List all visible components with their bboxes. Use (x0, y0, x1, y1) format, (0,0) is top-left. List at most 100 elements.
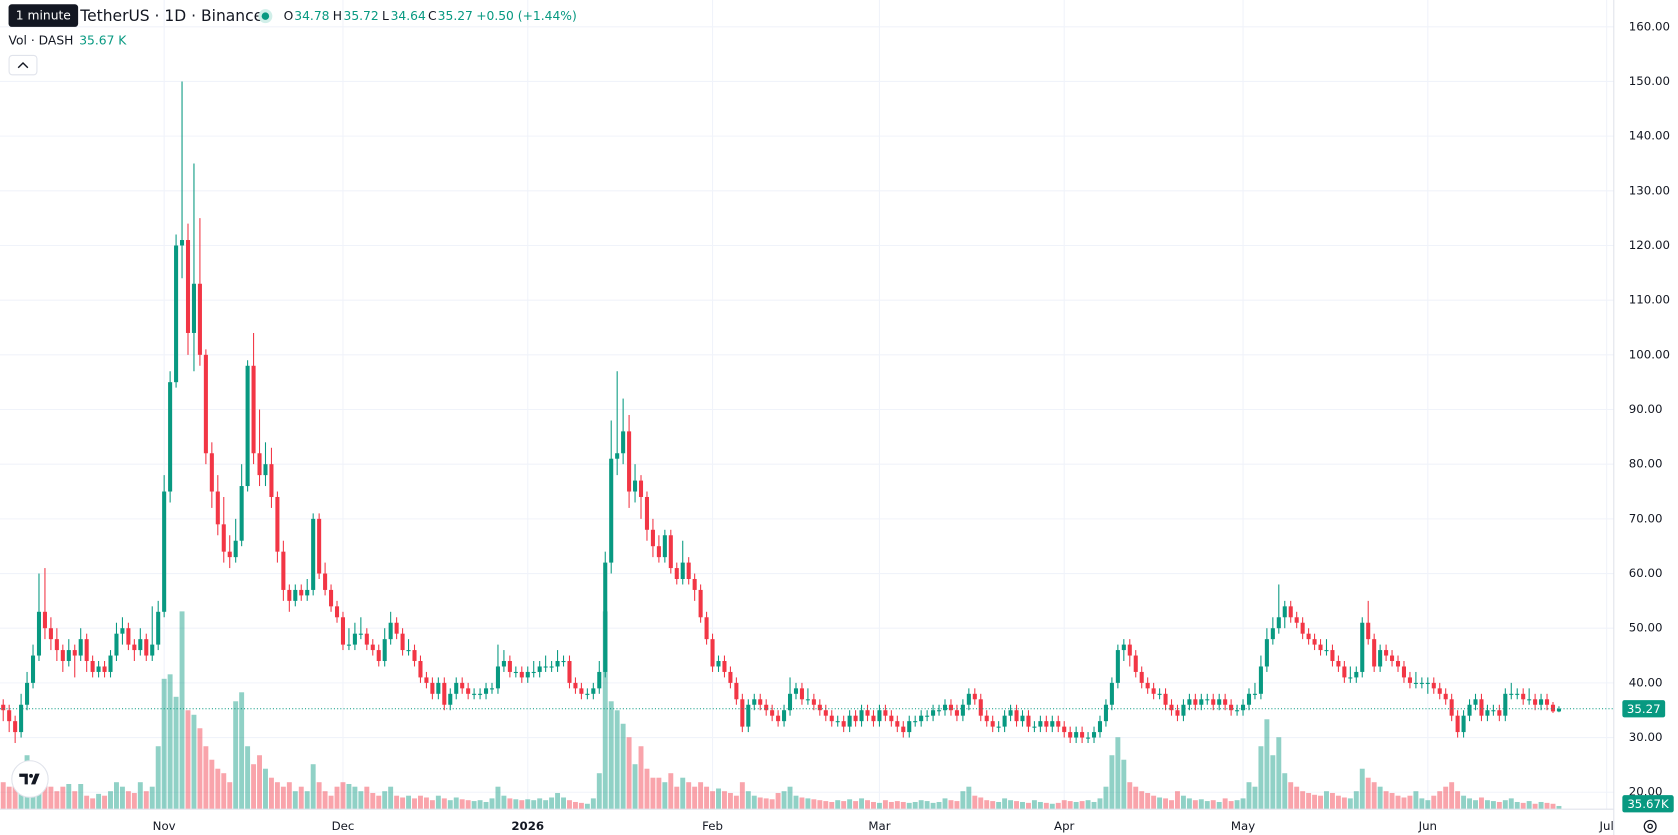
volume-bar (465, 800, 471, 810)
volume-bar (125, 791, 131, 810)
candle-body (78, 639, 83, 656)
candle-body (972, 693, 977, 700)
volume-bar (286, 782, 292, 810)
volume-bar (108, 791, 113, 810)
candle-body (1091, 732, 1097, 738)
candle-body (1294, 617, 1299, 623)
candle-body (1544, 699, 1550, 705)
volume-bar (328, 795, 334, 810)
candle-body (978, 699, 983, 716)
volume-bar (704, 786, 710, 810)
y-tick-label: 60.00 (1629, 566, 1663, 580)
candle-body (1139, 671, 1144, 683)
candle-body (412, 650, 417, 662)
volume-bar (1210, 800, 1216, 810)
candle-body (430, 682, 435, 694)
candle-body (1199, 699, 1204, 705)
volume-bar (1073, 801, 1079, 810)
ohlc-change: +0.50 (+1.44%) (476, 9, 577, 23)
candle-body (72, 650, 77, 656)
candle-body (621, 431, 626, 454)
candle-body (299, 589, 304, 596)
y-tick-label: 140.00 (1629, 129, 1670, 143)
candle-body (549, 666, 554, 668)
candle-body (108, 655, 113, 672)
candle-body (1169, 704, 1174, 711)
candle-body (954, 710, 959, 716)
x-tick-label: Jun (1418, 819, 1437, 833)
candle-body (19, 704, 24, 733)
volume-bar (710, 791, 715, 810)
candle-body (1324, 650, 1329, 652)
candle-body (561, 661, 566, 663)
candle-body (1008, 710, 1013, 716)
candle-body (1533, 699, 1538, 705)
candle-body (1235, 710, 1240, 712)
y-tick-label: 100.00 (1629, 347, 1670, 361)
candle-body (1026, 715, 1031, 727)
candle-body (60, 650, 65, 662)
volume-bar (1002, 798, 1008, 810)
volume-bar (1389, 792, 1395, 810)
volume-bar (686, 782, 692, 810)
volume-bar (1097, 798, 1103, 810)
candle-body (30, 655, 36, 683)
volume-bar (1198, 799, 1204, 810)
volume-bar (1127, 782, 1133, 810)
candle-body (215, 491, 220, 525)
candle-body (275, 496, 280, 552)
volume-bar (805, 798, 811, 810)
candle-body (948, 704, 953, 711)
volume-bar (1425, 800, 1431, 810)
candle-body (233, 540, 238, 558)
candle-body (48, 628, 53, 640)
candle-body (495, 666, 500, 689)
candle-body (311, 518, 316, 590)
volume-bar (948, 800, 954, 810)
volume-bar (942, 798, 948, 810)
candle-body (1550, 704, 1556, 712)
volume-bar (1020, 801, 1025, 810)
volume-bar (263, 768, 268, 810)
candle-body (1264, 639, 1269, 667)
candle-body (650, 529, 655, 547)
volume-bar (459, 799, 465, 810)
volume-bar (155, 746, 161, 810)
candle-body (466, 688, 471, 694)
candle-body (1252, 693, 1257, 695)
settings-icon[interactable] (1643, 819, 1657, 833)
candle-body (1241, 704, 1246, 711)
volume-bar (1216, 801, 1222, 810)
volume-bar (280, 786, 286, 810)
candle-body (638, 480, 644, 497)
candle-body (1014, 710, 1019, 722)
candle-body (746, 704, 751, 727)
candle-body (1521, 693, 1526, 700)
volume-bar (1264, 719, 1270, 810)
volume-bar (638, 746, 644, 810)
volume-bar (525, 799, 531, 810)
volume-bar (1312, 794, 1318, 810)
candle-body (716, 661, 721, 667)
collapse-button[interactable] (8, 54, 38, 76)
volume-bar (1508, 798, 1514, 810)
candle-body (1115, 650, 1120, 683)
candle-body (710, 639, 715, 667)
candle-body (1151, 688, 1156, 694)
ohlc-prefix: O (284, 9, 294, 23)
volume-bar (698, 782, 704, 810)
volume-bar (1324, 791, 1329, 810)
volume-bar (644, 768, 650, 810)
volume-bar (406, 795, 412, 810)
volume-bar (888, 801, 894, 810)
candle-body (424, 677, 429, 683)
candle-body (1312, 639, 1317, 645)
volume-bar (1383, 791, 1389, 810)
volume-bar (1061, 800, 1067, 810)
candle-body (358, 633, 363, 635)
volume-bar (668, 773, 674, 810)
ohlc-low: 34.64 (391, 9, 426, 23)
volume-bar (292, 791, 298, 810)
candle-body (364, 633, 369, 645)
volume-bar (775, 792, 781, 810)
